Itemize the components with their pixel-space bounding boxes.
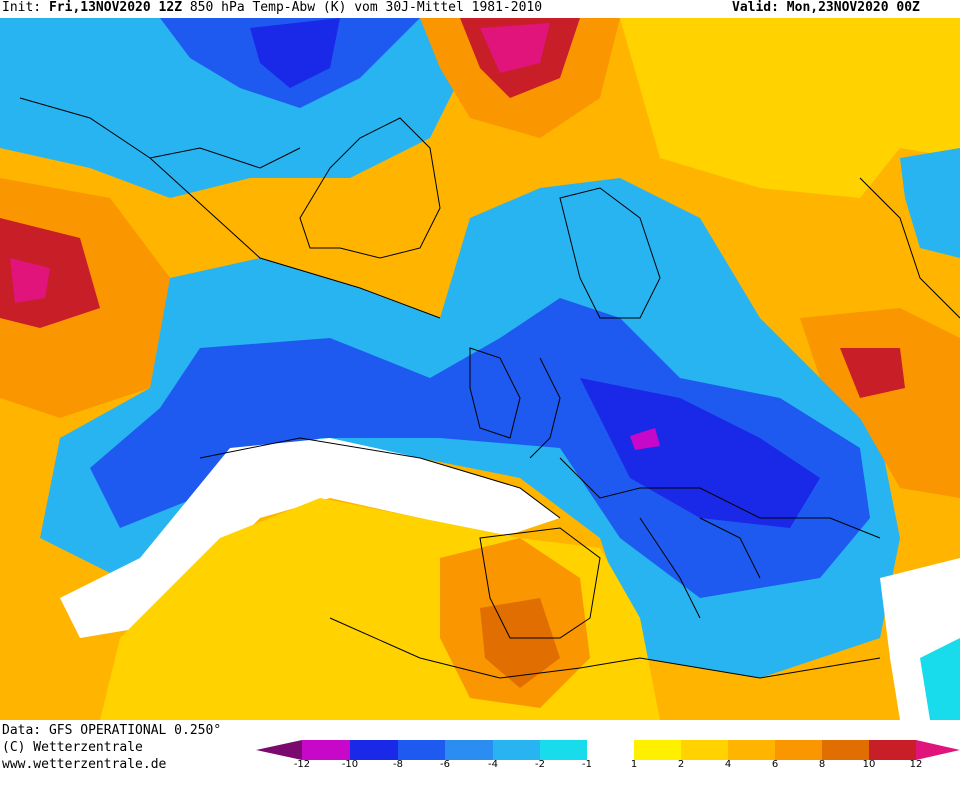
anomaly-warm-west-peak [10,258,50,303]
colorbar-p10 [869,740,916,760]
colorbar-tick-label: 2 [677,759,685,770]
anomaly-cold-atlantic-mid [90,298,870,598]
copyright: (C) Wetterzentrale [2,740,143,755]
colorbar-tick-label: -1 [582,759,592,770]
colorbar-tick-label: 1 [630,759,638,770]
colorbar-tick-label: -4 [488,759,498,770]
colorbar-p4 [728,740,775,760]
anomaly-warm-north-peak [480,23,550,73]
anomaly-cold-southeast [920,638,960,720]
map-header: Init: Fri,13NOV2020 12Z 850 hPa Temp-Abw… [0,0,974,18]
colorbar-m4 [445,740,493,760]
colorbar-p8 [822,740,869,760]
anomaly-yellow-east [620,18,960,198]
colorbar-tick-label: 8 [818,759,826,770]
anomaly-cold-greenland-core [250,18,340,88]
colorbar-m6 [398,740,445,760]
anomaly-blue-northeast [900,148,960,258]
colorbar-m2 [493,740,540,760]
website-url: www.wetterzentrale.de [2,757,167,772]
colorbar-p6 [775,740,822,760]
colorbar-m8 [350,740,398,760]
anomaly-warm-iberia-core [480,598,560,688]
valid-time: Valid: Mon,23NOV2020 00Z [732,0,920,15]
colorbar-left-arrow [256,740,302,760]
colorbar-tick-label: 10 [862,759,876,770]
anomaly-warm-russia-core [840,348,905,398]
colorbar-tick-label: 6 [771,759,779,770]
colorbar-tick-label: -6 [440,759,450,770]
anomaly-map [0,18,960,720]
colorbar [256,740,960,760]
colorbar-zero [587,740,634,760]
colorbar-tick-label: -8 [393,759,403,770]
colorbar-m10 [302,740,350,760]
colorbar-right-arrow [916,740,960,760]
colorbar-labels: -12 -10 -8 -6 -4 -2 -1 1 2 4 6 8 10 12 [256,759,960,773]
anomaly-cold-peak [630,428,660,450]
anomaly-cold-core [580,378,820,528]
coastlines [19,97,960,679]
anomaly-warm-russia [800,308,960,498]
footer-credits: Data: GFS OPERATIONAL 0.250° (C) Wetterz… [2,722,221,773]
colorbar-tick-label: -2 [535,759,545,770]
data-source: Data: GFS OPERATIONAL 0.250° [2,723,222,738]
colorbar-tick-label: 12 [909,759,923,770]
colorbar-p1 [634,740,681,760]
colorbar-p2 [681,740,728,760]
contour-lines [149,157,561,519]
colorbar-tick-label: 4 [724,759,732,770]
init-time: Init: Fri,13NOV2020 12Z 850 hPa Temp-Abw… [2,0,543,15]
colorbar-m1 [540,740,587,760]
colorbar-tick-label: -12 [293,759,311,770]
colorbar-tick-label: -10 [341,759,359,770]
